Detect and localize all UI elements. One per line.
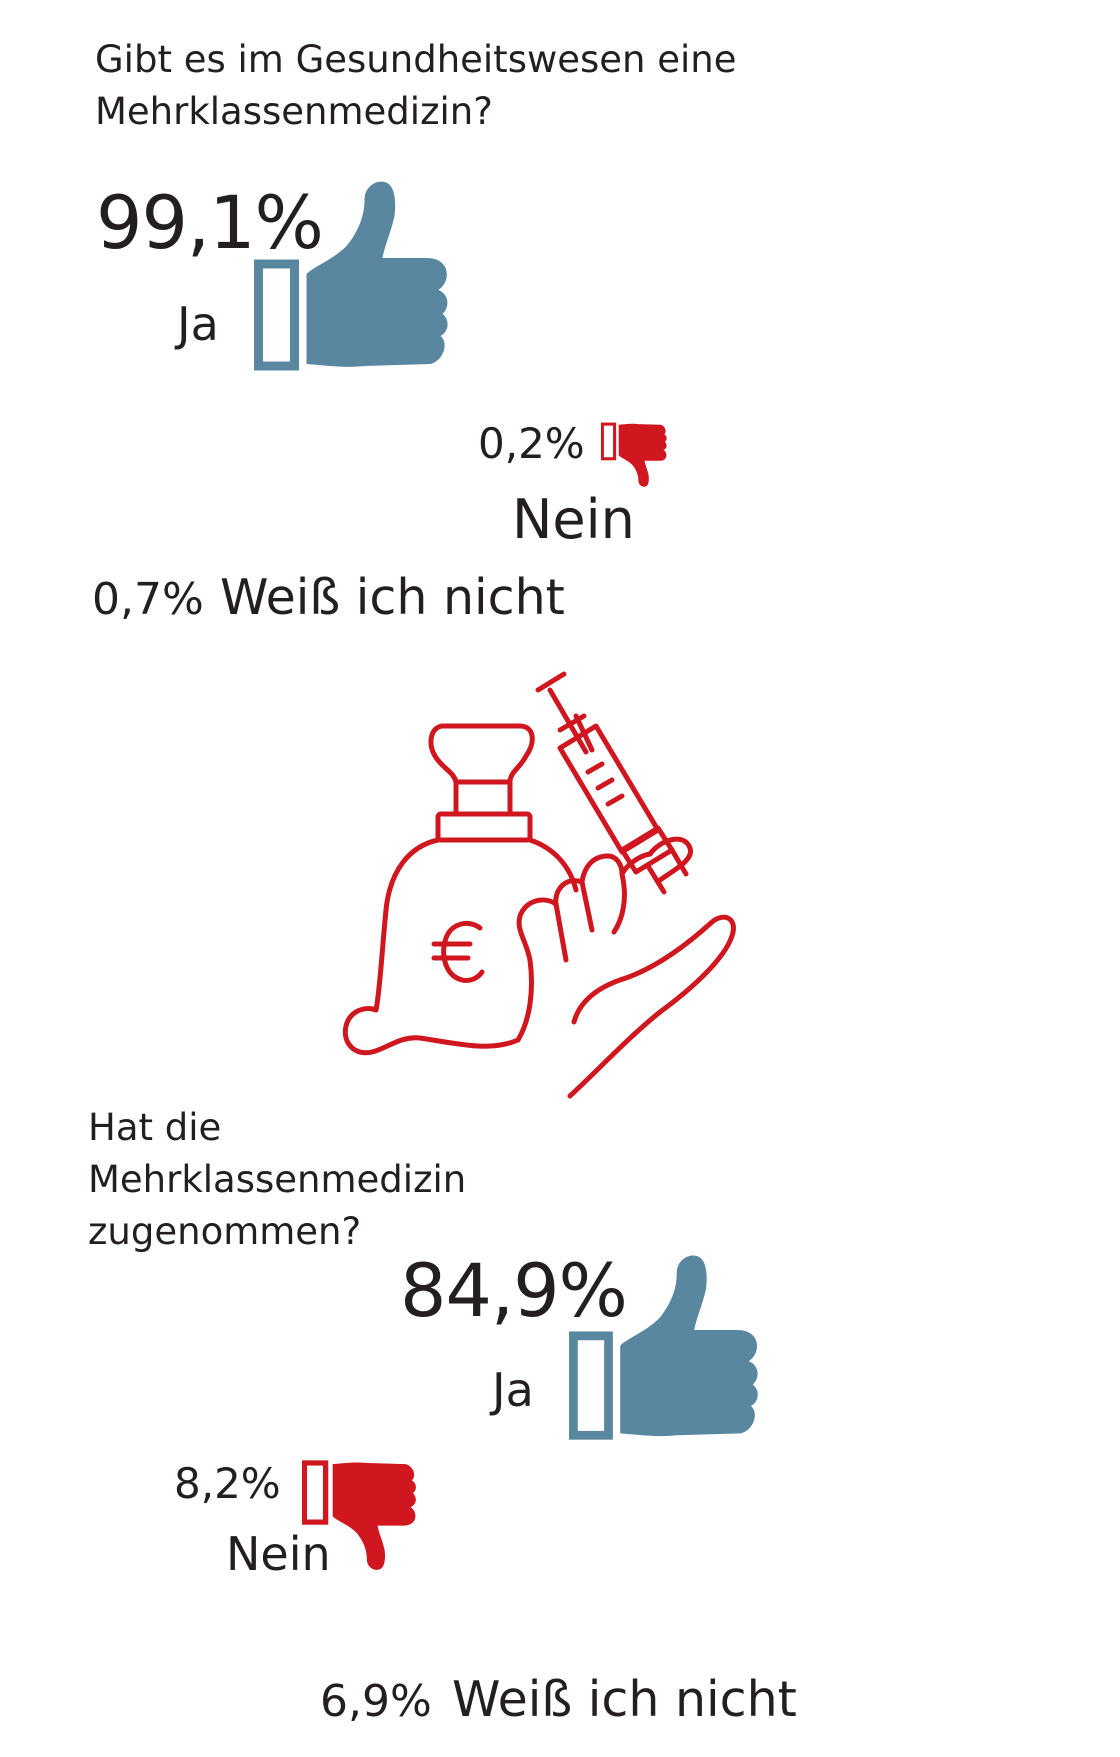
q1-ja-percentage: 99,1% xyxy=(96,181,324,266)
q1-nein-percentage: 0,2% xyxy=(478,419,585,468)
question-2-title: Hat die Mehrklassenmedizin zugenommen? xyxy=(88,1106,467,1253)
thumbs-up-icon xyxy=(567,1252,767,1447)
thumbs-down-icon xyxy=(601,422,669,488)
q2-weiss-nicht-percentage: 6,9% xyxy=(320,1676,432,1727)
q2-nein-label: Nein xyxy=(226,1527,331,1581)
q1-nein-label: Nein xyxy=(512,488,635,551)
question-1-title: Gibt es im Gesundheitswesen eine Mehrkla… xyxy=(95,38,737,133)
q1-weiss-nicht-label: Weiß ich nicht xyxy=(220,569,565,626)
q2-ja-label: Ja xyxy=(492,1363,534,1417)
q1-weiss-nicht-percentage: 0,7% xyxy=(92,574,204,625)
q2-ja-percentage: 84,9% xyxy=(400,1249,628,1334)
money-bag-syringe-hand-illustration xyxy=(342,671,736,1099)
q2-weiss-nicht-label: Weiß ich nicht xyxy=(452,1671,797,1728)
q1-ja-label: Ja xyxy=(177,297,219,351)
q2-nein-percentage: 8,2% xyxy=(174,1459,281,1508)
thumbs-up-icon xyxy=(252,178,457,378)
